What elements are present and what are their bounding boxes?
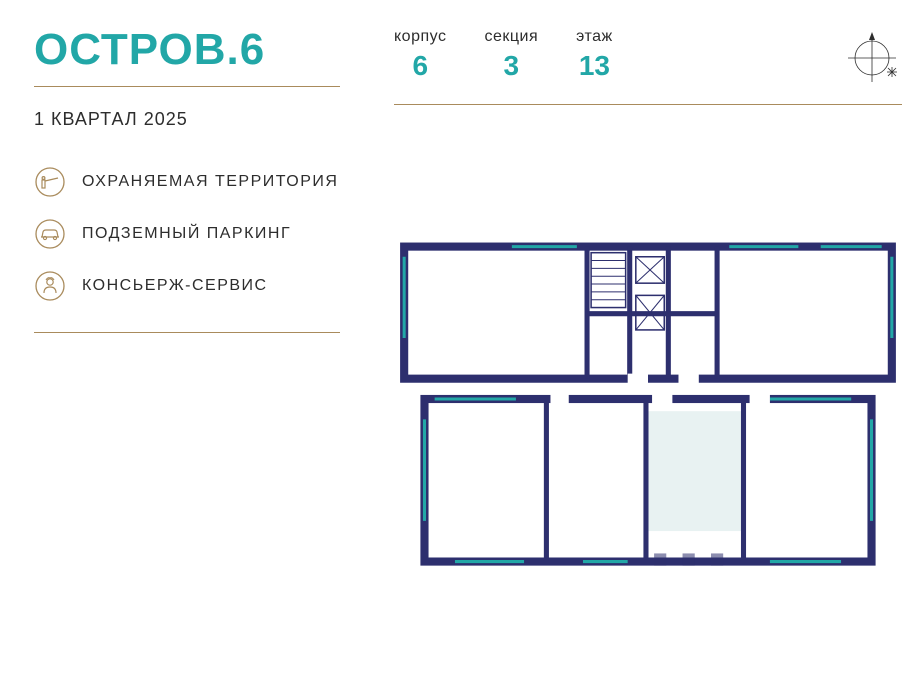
divider xyxy=(394,104,902,105)
feature-concierge: КОНСЬЕРЖ-СЕРВИС xyxy=(34,270,340,302)
meta-floor: этаж 13 xyxy=(576,28,613,82)
feature-gated: ОХРАНЯЕМАЯ ТЕРРИТОРИЯ xyxy=(34,166,340,198)
meta-building-value: 6 xyxy=(394,50,446,82)
project-title: ОСТРОВ.6 xyxy=(34,28,340,72)
gate-icon xyxy=(34,166,66,198)
feature-label: ПОДЗЕМНЫЙ ПАРКИНГ xyxy=(82,225,291,243)
floorplan-svg xyxy=(394,140,902,658)
compass-icon xyxy=(842,28,902,88)
feature-parking: ПОДЗЕМНЫЙ ПАРКИНГ xyxy=(34,218,340,250)
meta-section: секция 3 xyxy=(484,28,538,82)
meta-building: корпус 6 xyxy=(394,28,446,82)
parking-icon xyxy=(34,218,66,250)
feature-label: ОХРАНЯЕМАЯ ТЕРРИТОРИЯ xyxy=(82,173,338,191)
meta-row: корпус 6 секция 3 этаж 13 xyxy=(394,28,902,88)
divider xyxy=(34,332,340,333)
concierge-icon xyxy=(34,270,66,302)
feature-label: КОНСЬЕРЖ-СЕРВИС xyxy=(82,277,268,295)
divider xyxy=(34,86,340,87)
floorplan xyxy=(394,140,902,658)
meta-floor-value: 13 xyxy=(576,50,613,82)
delivery-date: 1 КВАРТАЛ 2025 xyxy=(34,109,340,130)
meta-section-value: 3 xyxy=(484,50,538,82)
